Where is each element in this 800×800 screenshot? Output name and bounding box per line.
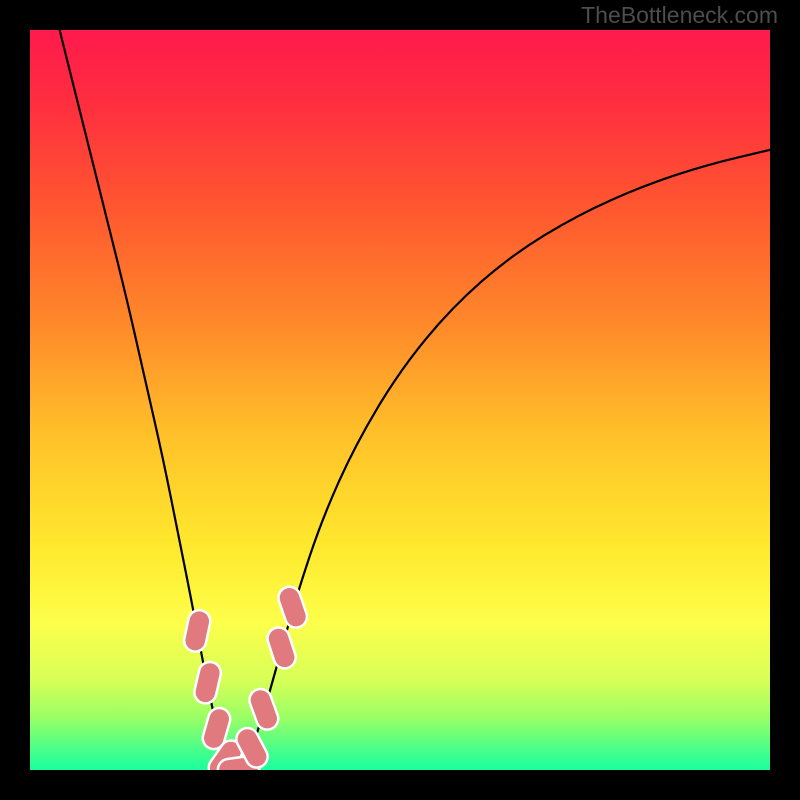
data-marker — [192, 660, 223, 706]
plot-area — [30, 30, 770, 770]
curve-overlay — [30, 30, 770, 770]
data-marker — [246, 686, 281, 733]
v-curve-line — [60, 30, 770, 770]
data-marker — [275, 584, 309, 631]
data-markers — [182, 584, 310, 770]
data-marker — [182, 608, 212, 653]
watermark-text: TheBottleneck.com — [581, 2, 778, 29]
data-marker — [265, 625, 299, 672]
chart-frame: TheBottleneck.com — [0, 0, 800, 800]
